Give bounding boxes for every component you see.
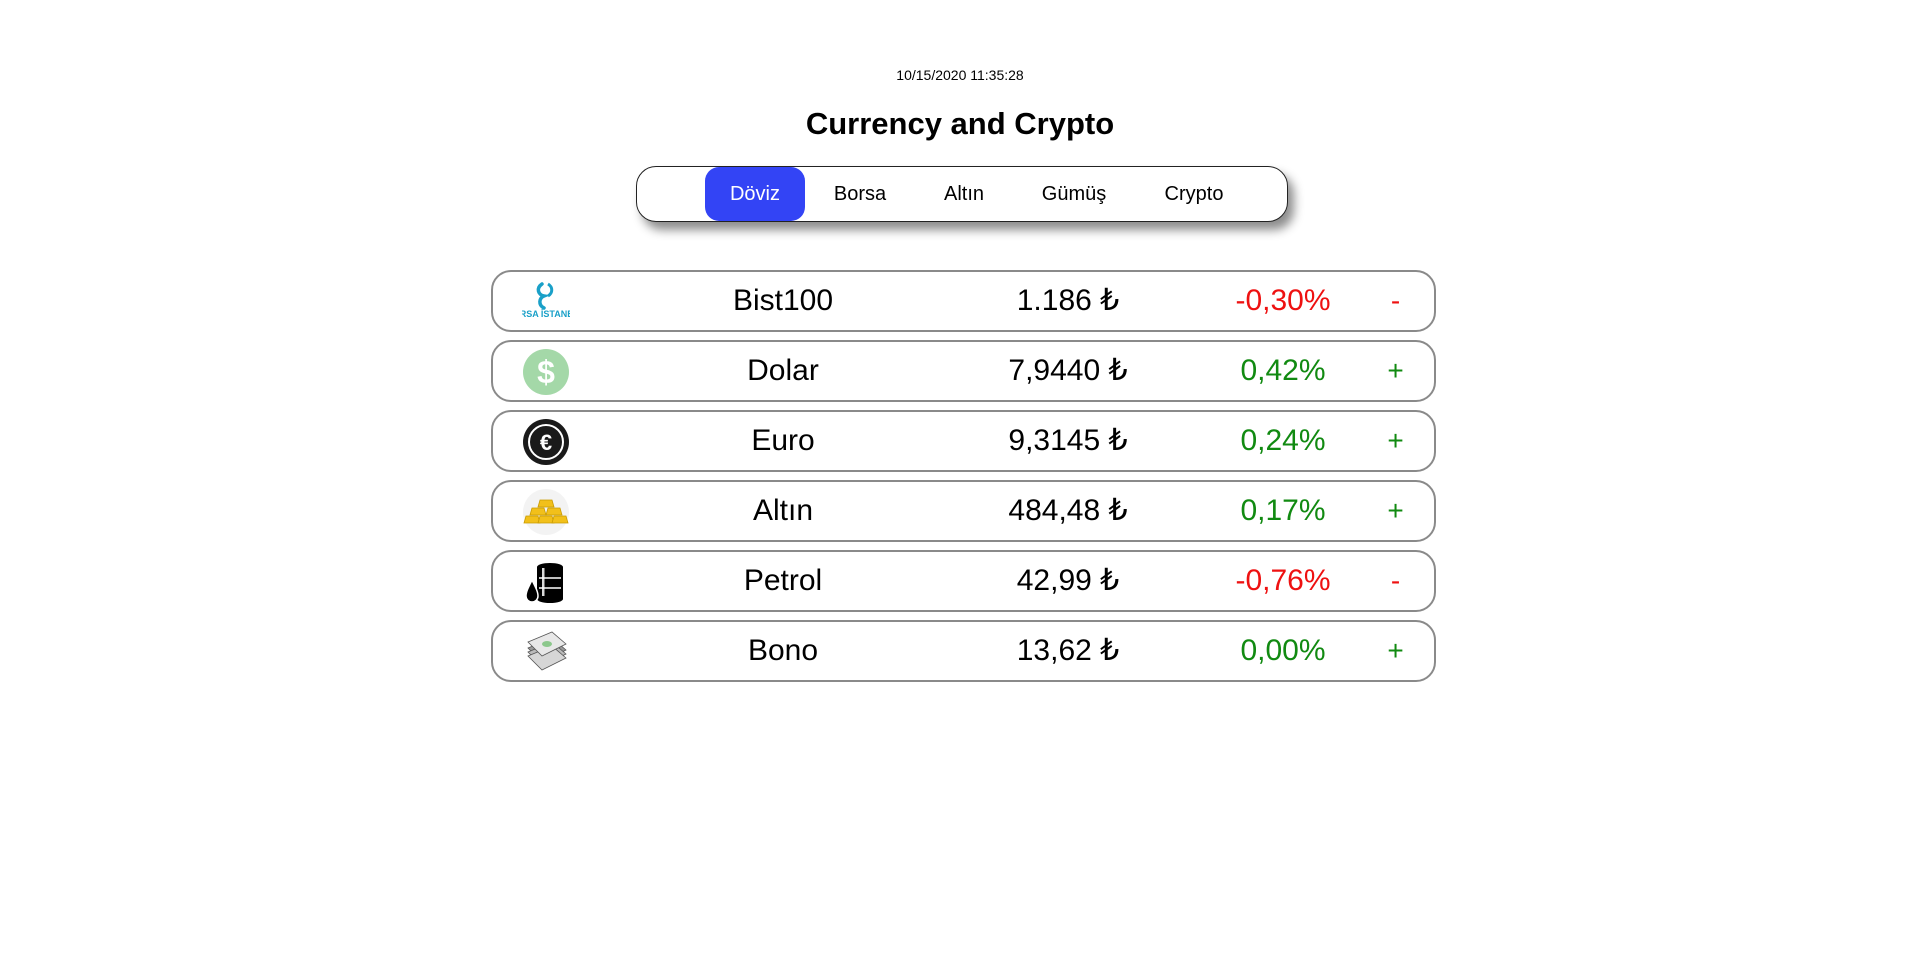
asset-price: 42,99 ₺ <box>1016 564 1120 597</box>
trend-sign: + <box>1387 355 1404 386</box>
asset-change: 0,00% <box>1240 634 1326 667</box>
euro-icon: € <box>522 418 570 466</box>
asset-change: 0,24% <box>1240 424 1326 457</box>
asset-price: 484,48 ₺ <box>1008 494 1128 527</box>
asset-name: Altın <box>752 494 814 527</box>
oil-barrel-icon <box>522 558 570 606</box>
tab-bar: Döviz Borsa Altın Gümüş Crypto <box>636 166 1288 222</box>
market-row-altin[interactable]: Altın 484,48 ₺ 0,17% + <box>491 480 1436 542</box>
svg-text:$: $ <box>537 354 555 390</box>
tab-doviz[interactable]: Döviz <box>705 167 805 221</box>
market-row-euro[interactable]: € Euro 9,3145 ₺ 0,24% + <box>491 410 1436 472</box>
asset-change: 0,42% <box>1240 354 1326 387</box>
market-row-bist100[interactable]: BORSA İSTANBUL Bist100 1.186 ₺ -0,30% - <box>491 270 1436 332</box>
dollar-icon: $ <box>522 348 570 396</box>
trend-sign: + <box>1387 425 1404 456</box>
asset-name: Bist100 <box>732 284 834 317</box>
trend-sign: - <box>1390 285 1401 316</box>
tab-gumus[interactable]: Gümüş <box>1041 183 1107 205</box>
borsa-istanbul-logo: BORSA İSTANBUL <box>506 278 586 326</box>
asset-change: 0,17% <box>1240 494 1326 527</box>
timestamp: 10/15/2020 11:35:28 <box>896 67 1024 83</box>
svg-text:BORSA İSTANBUL: BORSA İSTANBUL <box>522 309 570 319</box>
asset-change: -0,30% <box>1235 284 1331 317</box>
market-row-petrol[interactable]: Petrol 42,99 ₺ -0,76% - <box>491 550 1436 612</box>
tab-crypto[interactable]: Crypto <box>1164 183 1224 205</box>
market-row-bono[interactable]: Bono 13,62 ₺ 0,00% + <box>491 620 1436 682</box>
asset-name: Bono <box>747 634 819 667</box>
asset-price: 13,62 ₺ <box>1016 634 1120 667</box>
tab-altin[interactable]: Altın <box>943 183 985 205</box>
page-title: Currency and Crypto <box>805 106 1115 141</box>
asset-name: Dolar <box>747 354 819 387</box>
svg-text:€: € <box>540 430 552 455</box>
trend-sign: + <box>1387 635 1404 666</box>
market-row-dolar[interactable]: $ Dolar 7,9440 ₺ 0,42% + <box>491 340 1436 402</box>
trend-sign: - <box>1390 565 1401 596</box>
asset-name: Euro <box>751 424 815 457</box>
trend-sign: + <box>1387 495 1404 526</box>
asset-price: 1.186 ₺ <box>1016 284 1120 317</box>
asset-name: Petrol <box>743 564 823 597</box>
gold-bars-icon <box>522 488 570 536</box>
asset-price: 9,3145 ₺ <box>1008 424 1128 457</box>
tab-borsa[interactable]: Borsa <box>833 183 887 205</box>
asset-change: -0,76% <box>1235 564 1331 597</box>
asset-price: 7,9440 ₺ <box>1008 354 1128 387</box>
bond-papers-icon <box>522 628 570 676</box>
